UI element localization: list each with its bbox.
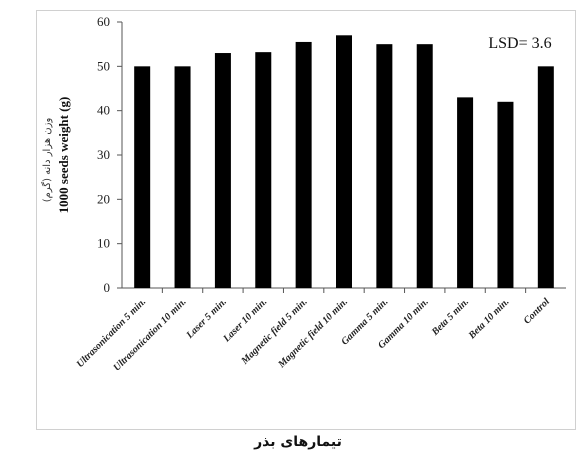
- bar: [336, 35, 352, 288]
- y-tick-label: 0: [104, 280, 111, 295]
- x-tick-label: Control: [522, 296, 552, 326]
- bar: [174, 66, 191, 288]
- chart-frame: [36, 10, 576, 430]
- y-tick-labels: 0 10 20 30 40 50 60: [97, 14, 110, 295]
- x-tick-label: Ultrasonication 10 min.: [112, 296, 189, 373]
- bar: [255, 52, 272, 288]
- bar: [134, 66, 151, 288]
- x-tick-label: Beta 10 min.: [466, 296, 512, 342]
- y-axis-label-persian: وزن هزار دانه (گرم): [41, 118, 53, 203]
- y-tick-label: 50: [97, 58, 110, 73]
- x-axis-label: تیمارهای بذر: [253, 434, 342, 450]
- bar: [497, 101, 514, 288]
- bar: [537, 66, 554, 288]
- bar: [376, 44, 393, 288]
- y-tick-label: 20: [97, 191, 110, 206]
- bar: [457, 97, 474, 288]
- bar: [214, 53, 231, 289]
- bars: [134, 35, 554, 289]
- y-tick-label: 60: [97, 14, 110, 29]
- lsd-annotation: LSD= 3.6: [488, 35, 551, 52]
- x-tick-label: Beta 5 min.: [429, 296, 471, 338]
- y-tick-label: 10: [97, 236, 110, 251]
- y-tick-label: 40: [97, 103, 110, 118]
- bar: [416, 44, 433, 288]
- axes: [117, 21, 566, 293]
- x-tick-label: Magnetic field 5 min.: [239, 296, 310, 367]
- bar: [295, 41, 312, 289]
- y-axis-label: 1000 seeds weight (g): [56, 97, 71, 214]
- y-tick-label: 30: [97, 147, 110, 162]
- x-tick-label: Ultrasonication 5 min.: [75, 296, 149, 370]
- x-tick-label: Magnetic field 10 min.: [276, 296, 350, 370]
- x-tick-labels: Ultrasonication 5 min.Ultrasonication 10…: [75, 296, 552, 373]
